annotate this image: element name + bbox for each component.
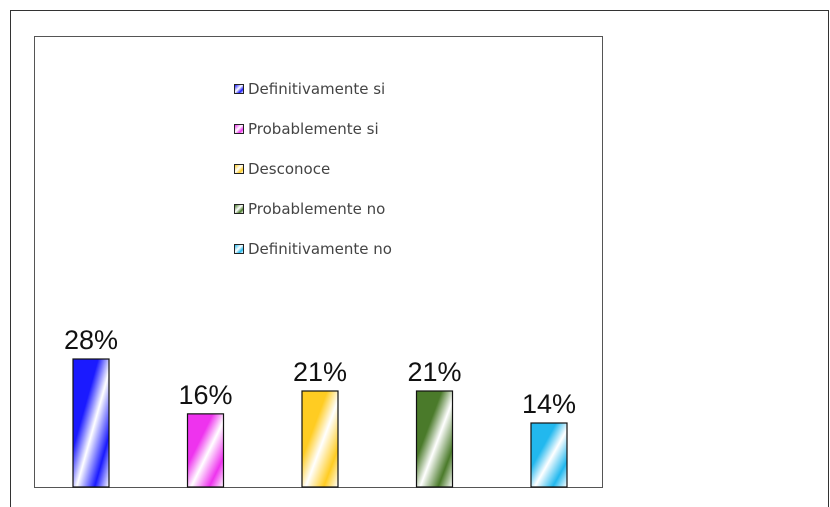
legend-item: Probablemente no <box>234 200 392 240</box>
legend-label: Probablemente no <box>248 200 386 218</box>
data-label-4: 21% <box>407 357 461 387</box>
bar-4 <box>415 390 454 488</box>
bar-3 <box>301 390 339 488</box>
legend-label: Probablemente si <box>248 120 379 138</box>
bars-group: 28% 16% 21% 21% 14% <box>64 325 576 488</box>
legend-item: Desconoce <box>234 160 392 200</box>
legend-label: Definitivamente no <box>248 240 392 258</box>
legend-label: Definitivamente si <box>248 80 386 98</box>
legend-swatch <box>234 244 244 254</box>
legend-item: Definitivamente si <box>234 80 392 120</box>
data-label-1: 28% <box>64 325 118 355</box>
legend-swatch <box>234 204 244 214</box>
data-label-5: 14% <box>522 389 576 419</box>
bar-1 <box>72 358 110 488</box>
legend: Definitivamente si Probablemente si Desc… <box>234 80 392 280</box>
legend-label: Desconoce <box>248 160 331 178</box>
data-label-2: 16% <box>178 380 232 410</box>
legend-item: Definitivamente no <box>234 240 392 280</box>
legend-swatch <box>234 164 244 174</box>
data-label-3: 21% <box>293 357 347 387</box>
legend-swatch <box>234 84 244 94</box>
bar-5 <box>530 422 568 488</box>
legend-swatch <box>234 124 244 134</box>
plot-area <box>34 36 603 488</box>
bar-2 <box>186 413 225 488</box>
legend-item: Probablemente si <box>234 120 392 160</box>
outer-frame <box>10 10 829 507</box>
